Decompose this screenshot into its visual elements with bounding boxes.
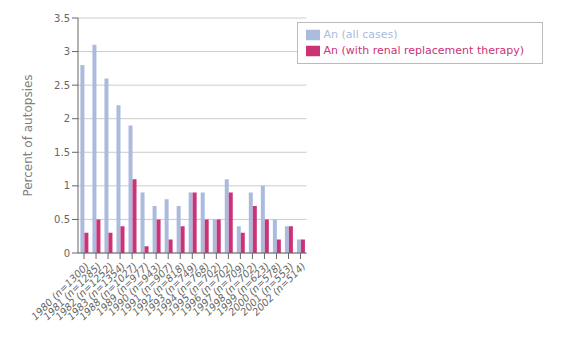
svg-text:1989 (n=977): 1989 (n=977)	[93, 260, 152, 318]
svg-text:1981 (n=1285): 1981 (n=1285)	[41, 260, 104, 323]
svg-text:1988 (n=1027): 1988 (n=1027)	[77, 260, 140, 323]
svg-text:1999 (n=623): 1999 (n=623)	[214, 260, 272, 318]
svg-text:1983 (n=1354): 1983 (n=1354)	[65, 260, 128, 323]
svg-text:1.5: 1.5	[54, 147, 70, 158]
svg-text:0: 0	[64, 248, 70, 259]
svg-text:1982 (n=1252): 1982 (n=1252)	[53, 260, 116, 323]
svg-text:2: 2	[64, 113, 70, 124]
svg-text:1996 (n=702): 1996 (n=702)	[178, 260, 236, 318]
svg-text:1993 (n=749): 1993 (n=749)	[141, 260, 200, 318]
svg-text:2000 (n=578): 2000 (n=578)	[226, 260, 284, 318]
svg-text:1990 (n=943): 1990 (n=943)	[105, 260, 164, 318]
svg-text:3.5: 3.5	[54, 13, 70, 24]
svg-text:1995 (n=702): 1995 (n=702)	[166, 260, 224, 318]
svg-text:1: 1	[64, 180, 70, 191]
svg-text:1992 (n=818): 1992 (n=818)	[129, 260, 188, 318]
svg-text:Percent of autopsies: Percent of autopsies	[21, 74, 35, 196]
svg-text:1994 (n=768): 1994 (n=768)	[153, 260, 212, 318]
svg-text:1998 (n=702): 1998 (n=702)	[202, 260, 260, 318]
svg-text:0.5: 0.5	[54, 214, 70, 225]
svg-text:2001 (n=553): 2001 (n=553)	[238, 260, 295, 317]
svg-text:1991 (n=907): 1991 (n=907)	[117, 260, 176, 318]
html-text:An (with renal replacement the: An (with renal replacement therapy)	[323, 44, 524, 57]
html-text:An (all cases): An (all cases)	[323, 28, 398, 41]
svg-text:1980 (n=1300): 1980 (n=1300)	[29, 260, 92, 323]
svg-text:2002 (n=514): 2002 (n=514)	[250, 260, 307, 317]
svg-text:1997 (n=709): 1997 (n=709)	[190, 260, 248, 318]
svg-text:2.5: 2.5	[54, 80, 70, 91]
svg-text:3: 3	[64, 46, 70, 57]
